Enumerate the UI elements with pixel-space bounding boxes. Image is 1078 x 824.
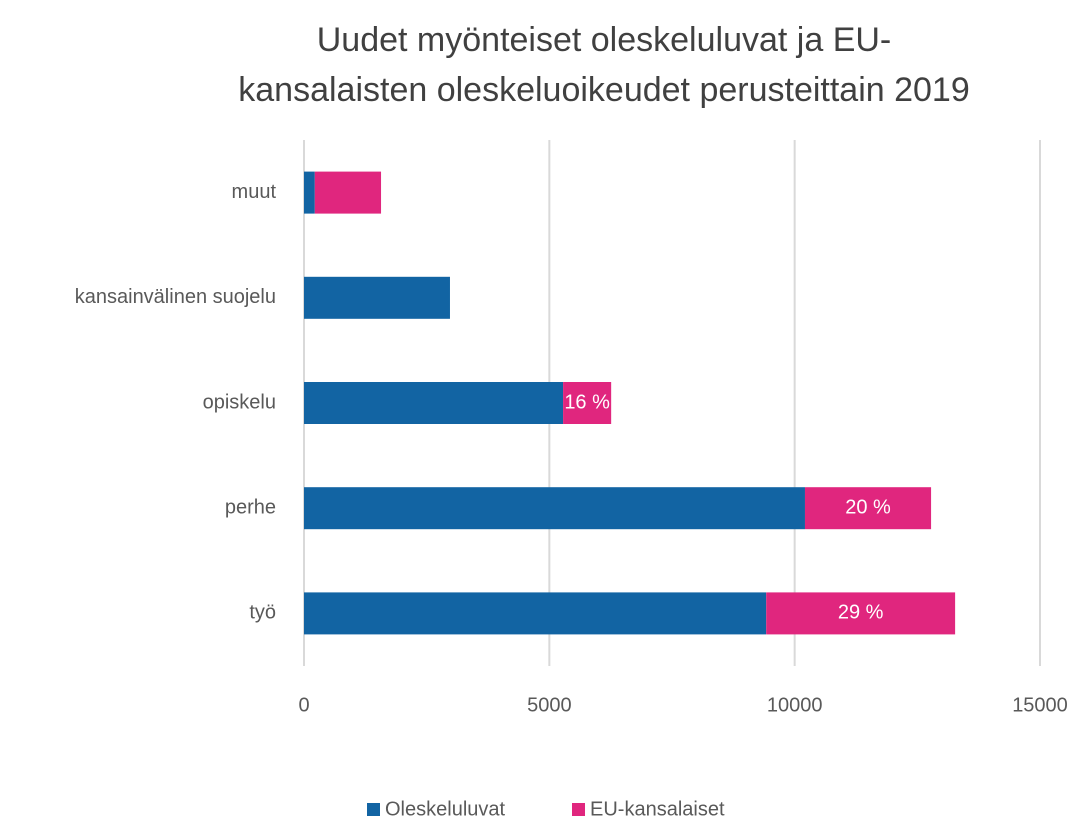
chart-title: kansalaisten oleskeluoikeudet perusteitt… <box>238 71 970 109</box>
y-tick-label: opiskelu <box>203 391 276 413</box>
x-tick-label: 0 <box>298 694 309 716</box>
y-tick-label: muut <box>232 181 277 203</box>
bar-segment <box>766 592 956 635</box>
bar-segment <box>804 487 932 530</box>
legend-label: Oleskeluluvat <box>385 798 506 820</box>
bar-segment <box>304 487 805 530</box>
legend-swatch <box>572 803 585 816</box>
data-label: 20 % <box>845 496 891 518</box>
bar-segment <box>304 276 450 319</box>
data-label: 16 % <box>564 391 610 413</box>
x-tick-label: 15000 <box>1012 694 1068 716</box>
legend-label: EU-kansalaiset <box>590 798 725 820</box>
y-tick-label: perhe <box>225 496 276 518</box>
x-tick-label: 10000 <box>767 694 823 716</box>
chart-title: Uudet myönteiset oleskeluluvat ja EU- <box>317 21 892 59</box>
y-tick-label: kansainvälinen suojelu <box>75 286 276 308</box>
bar-segment <box>563 382 612 424</box>
bar-segment <box>304 171 315 214</box>
bar-segment <box>314 171 382 214</box>
data-label: 29 % <box>838 602 884 624</box>
y-tick-label: työ <box>249 602 276 624</box>
x-tick-label: 5000 <box>527 694 572 716</box>
bar-segment <box>304 592 767 635</box>
bar-segment <box>304 382 564 424</box>
legend-swatch <box>367 803 380 816</box>
